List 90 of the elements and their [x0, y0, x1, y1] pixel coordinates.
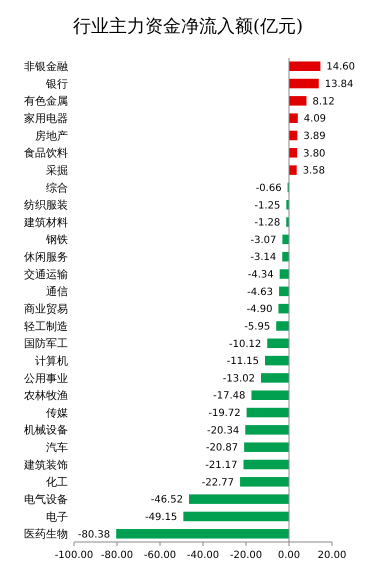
bar	[265, 356, 289, 366]
x-tick-label: 20.00	[318, 550, 346, 561]
y-tick-label: 休闲服务	[24, 250, 68, 264]
bar	[289, 113, 298, 123]
x-tick-label: 0.00	[278, 550, 300, 561]
data-label: -17.48	[213, 390, 246, 402]
data-label: -22.77	[202, 477, 234, 488]
data-label: -11.15	[226, 356, 260, 368]
data-label: -80.38	[78, 529, 110, 540]
data-label: -46.52	[150, 494, 183, 506]
bar	[243, 460, 289, 470]
bar	[282, 234, 289, 244]
y-tick-label: 家用电器	[24, 112, 68, 126]
y-tick-label: 钢铁	[45, 233, 68, 246]
x-tick-label: -100.00	[54, 550, 94, 561]
bar	[286, 217, 289, 227]
bar	[278, 304, 289, 314]
bar	[289, 165, 297, 175]
y-tick-label: 有色金属	[24, 94, 68, 108]
y-tick-label: 食品饮料	[24, 146, 68, 160]
y-tick-label: 医药生物	[24, 528, 68, 541]
bar	[276, 321, 289, 331]
y-tick-label: 非银金融	[24, 60, 68, 74]
data-label: -20.34	[207, 425, 240, 436]
data-label: -4.90	[246, 304, 272, 316]
y-tick-label: 银行	[45, 77, 68, 90]
data-label: -3.07	[250, 234, 276, 246]
bar	[280, 269, 289, 279]
data-label: 13.84	[324, 79, 354, 90]
bar	[282, 252, 289, 262]
y-tick-label: 商业贸易	[24, 302, 68, 316]
data-label: 3.89	[303, 130, 326, 142]
data-label: -13.02	[222, 373, 256, 384]
x-tick-label: -40.00	[186, 550, 220, 561]
bar	[245, 425, 289, 435]
y-tick-label: 采掘	[46, 164, 68, 177]
data-label: -10.12	[228, 338, 262, 350]
y-tick-label: 电子	[46, 510, 68, 524]
data-label: -5.95	[244, 321, 270, 332]
y-tick-label: 交通运输	[24, 268, 68, 281]
bar	[240, 477, 289, 487]
bar	[289, 78, 319, 88]
data-label: -0.66	[256, 182, 282, 194]
data-label: 14.60	[326, 62, 356, 73]
bar	[289, 148, 298, 158]
y-tick-label: 房地产	[35, 129, 68, 142]
y-tick-label: 轻工制造	[24, 320, 68, 333]
bar	[289, 130, 298, 140]
y-tick-label: 传媒	[46, 406, 68, 420]
y-tick-label: 机械设备	[24, 424, 68, 437]
y-tick-label: 电气设备	[24, 492, 68, 506]
data-label: -1.25	[254, 200, 280, 212]
bar	[183, 512, 289, 522]
x-tick-label: -60.00	[144, 550, 176, 561]
bar	[261, 373, 289, 383]
y-tick-label: 国防军工	[24, 337, 68, 350]
data-label: 3.80	[303, 148, 326, 160]
x-tick-label: -20.00	[230, 550, 262, 561]
y-tick-label: 公用事业	[24, 372, 68, 385]
bar	[279, 286, 289, 296]
bar	[251, 390, 289, 400]
y-tick-label: 化工	[46, 476, 68, 489]
data-label: -3.14	[250, 252, 276, 264]
x-tick-label: -80.00	[100, 550, 134, 561]
bar	[246, 408, 289, 418]
bar	[188, 494, 289, 504]
data-label: -4.63	[247, 286, 274, 298]
y-tick-label: 纺织服装	[24, 198, 68, 212]
data-label: 4.09	[304, 114, 326, 125]
data-label: -21.17	[205, 460, 238, 472]
y-tick-label: 农林牧渔	[24, 389, 68, 402]
y-tick-label: 综合	[46, 181, 68, 194]
bar	[244, 442, 289, 452]
y-tick-label: 通信	[46, 285, 68, 298]
y-tick-label: 建筑材料	[23, 216, 68, 229]
data-label: -1.28	[254, 218, 280, 229]
data-label: 3.58	[302, 166, 325, 177]
data-label: -49.15	[145, 512, 178, 523]
y-tick-label: 建筑装饰	[23, 458, 68, 472]
chart-title: 行业主力资金净流入额(亿元)	[72, 16, 304, 37]
y-tick-label: 计算机	[35, 354, 68, 368]
bar	[289, 61, 320, 71]
data-label: -20.87	[206, 442, 238, 454]
data-label: -19.72	[208, 408, 241, 420]
data-label: 8.12	[312, 96, 335, 108]
bar	[289, 96, 306, 106]
bar	[116, 529, 289, 539]
data-label: -4.34	[248, 270, 274, 281]
y-tick-label: 汽车	[46, 441, 68, 454]
bar	[267, 338, 289, 348]
